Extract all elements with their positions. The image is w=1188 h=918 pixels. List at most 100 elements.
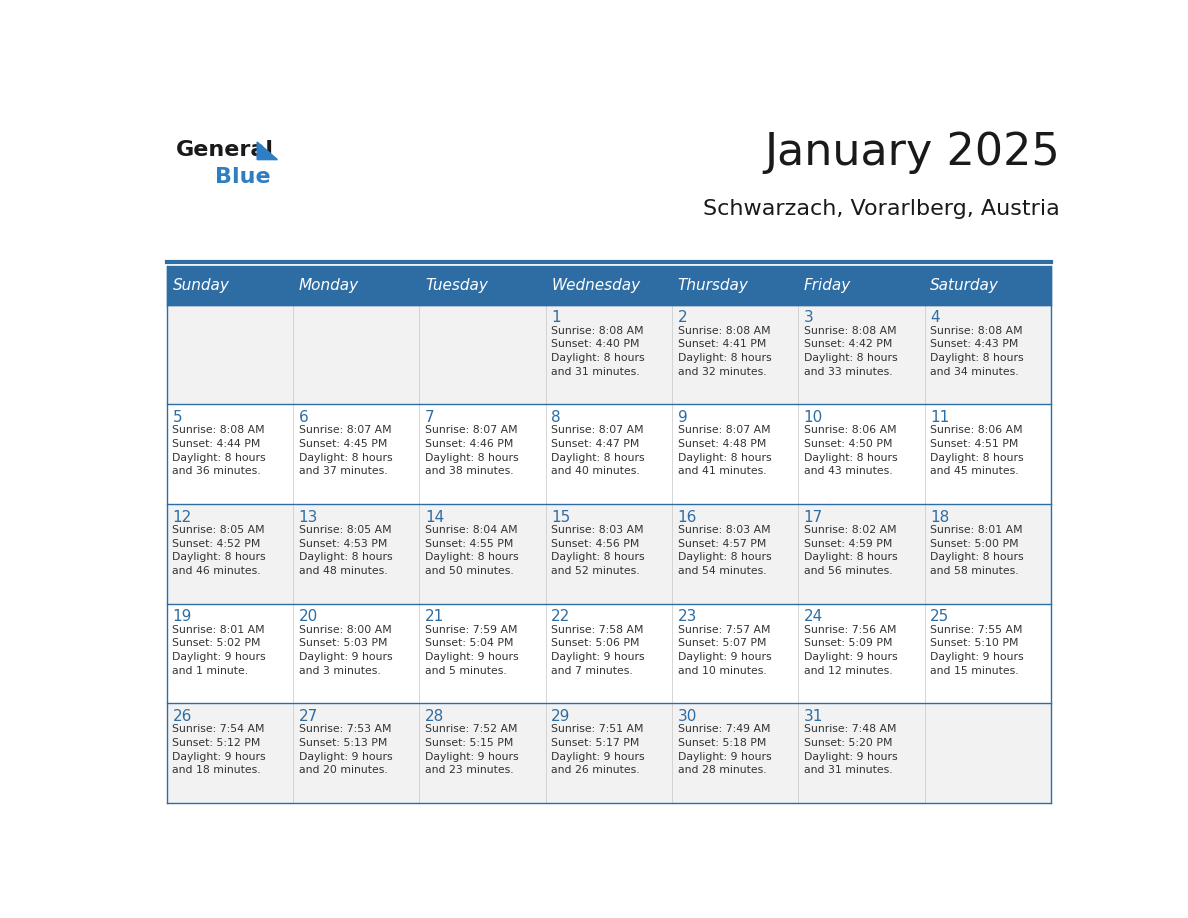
Text: Sunrise: 7:52 AM
Sunset: 5:15 PM
Daylight: 9 hours
and 23 minutes.: Sunrise: 7:52 AM Sunset: 5:15 PM Dayligh… <box>425 724 519 775</box>
Text: Sunrise: 8:07 AM
Sunset: 4:45 PM
Daylight: 8 hours
and 37 minutes.: Sunrise: 8:07 AM Sunset: 4:45 PM Dayligh… <box>298 425 392 476</box>
Text: 13: 13 <box>298 509 318 524</box>
FancyBboxPatch shape <box>672 603 798 703</box>
Text: Sunrise: 7:53 AM
Sunset: 5:13 PM
Daylight: 9 hours
and 20 minutes.: Sunrise: 7:53 AM Sunset: 5:13 PM Dayligh… <box>298 724 392 775</box>
FancyBboxPatch shape <box>293 265 419 305</box>
FancyBboxPatch shape <box>924 603 1051 703</box>
Text: Sunrise: 7:56 AM
Sunset: 5:09 PM
Daylight: 9 hours
and 12 minutes.: Sunrise: 7:56 AM Sunset: 5:09 PM Dayligh… <box>804 625 897 676</box>
Text: Schwarzach, Vorarlberg, Austria: Schwarzach, Vorarlberg, Austria <box>703 198 1060 218</box>
FancyBboxPatch shape <box>798 703 924 803</box>
Text: 26: 26 <box>172 709 191 724</box>
FancyBboxPatch shape <box>419 404 545 504</box>
Text: 29: 29 <box>551 709 570 724</box>
Text: Sunrise: 8:01 AM
Sunset: 5:02 PM
Daylight: 9 hours
and 1 minute.: Sunrise: 8:01 AM Sunset: 5:02 PM Dayligh… <box>172 625 266 676</box>
Text: Sunrise: 7:59 AM
Sunset: 5:04 PM
Daylight: 9 hours
and 5 minutes.: Sunrise: 7:59 AM Sunset: 5:04 PM Dayligh… <box>425 625 519 676</box>
Text: Sunrise: 8:08 AM
Sunset: 4:40 PM
Daylight: 8 hours
and 31 minutes.: Sunrise: 8:08 AM Sunset: 4:40 PM Dayligh… <box>551 326 645 376</box>
Text: 28: 28 <box>425 709 444 724</box>
FancyBboxPatch shape <box>293 703 419 803</box>
Text: Thursday: Thursday <box>677 277 748 293</box>
Text: 18: 18 <box>930 509 949 524</box>
Text: Sunrise: 7:57 AM
Sunset: 5:07 PM
Daylight: 9 hours
and 10 minutes.: Sunrise: 7:57 AM Sunset: 5:07 PM Dayligh… <box>677 625 771 676</box>
FancyBboxPatch shape <box>672 703 798 803</box>
FancyBboxPatch shape <box>545 703 672 803</box>
Text: 5: 5 <box>172 409 182 425</box>
Text: Sunrise: 8:07 AM
Sunset: 4:46 PM
Daylight: 8 hours
and 38 minutes.: Sunrise: 8:07 AM Sunset: 4:46 PM Dayligh… <box>425 425 519 476</box>
Text: 1: 1 <box>551 310 561 325</box>
FancyBboxPatch shape <box>166 265 293 305</box>
FancyBboxPatch shape <box>166 305 293 404</box>
Text: Sunrise: 7:54 AM
Sunset: 5:12 PM
Daylight: 9 hours
and 18 minutes.: Sunrise: 7:54 AM Sunset: 5:12 PM Dayligh… <box>172 724 266 775</box>
FancyBboxPatch shape <box>545 265 672 305</box>
FancyBboxPatch shape <box>924 404 1051 504</box>
FancyBboxPatch shape <box>419 265 545 305</box>
Text: Saturday: Saturday <box>930 277 999 293</box>
Text: Sunrise: 7:51 AM
Sunset: 5:17 PM
Daylight: 9 hours
and 26 minutes.: Sunrise: 7:51 AM Sunset: 5:17 PM Dayligh… <box>551 724 645 775</box>
FancyBboxPatch shape <box>924 703 1051 803</box>
Text: Sunrise: 8:07 AM
Sunset: 4:47 PM
Daylight: 8 hours
and 40 minutes.: Sunrise: 8:07 AM Sunset: 4:47 PM Dayligh… <box>551 425 645 476</box>
FancyBboxPatch shape <box>924 305 1051 404</box>
Text: Sunrise: 8:08 AM
Sunset: 4:44 PM
Daylight: 8 hours
and 36 minutes.: Sunrise: 8:08 AM Sunset: 4:44 PM Dayligh… <box>172 425 266 476</box>
FancyBboxPatch shape <box>293 404 419 504</box>
Text: Sunrise: 8:07 AM
Sunset: 4:48 PM
Daylight: 8 hours
and 41 minutes.: Sunrise: 8:07 AM Sunset: 4:48 PM Dayligh… <box>677 425 771 476</box>
FancyBboxPatch shape <box>672 265 798 305</box>
Text: Sunrise: 7:55 AM
Sunset: 5:10 PM
Daylight: 9 hours
and 15 minutes.: Sunrise: 7:55 AM Sunset: 5:10 PM Dayligh… <box>930 625 1024 676</box>
Text: Sunrise: 8:05 AM
Sunset: 4:52 PM
Daylight: 8 hours
and 46 minutes.: Sunrise: 8:05 AM Sunset: 4:52 PM Dayligh… <box>172 525 266 576</box>
Text: 25: 25 <box>930 610 949 624</box>
FancyBboxPatch shape <box>672 404 798 504</box>
Text: Sunrise: 8:08 AM
Sunset: 4:43 PM
Daylight: 8 hours
and 34 minutes.: Sunrise: 8:08 AM Sunset: 4:43 PM Dayligh… <box>930 326 1024 376</box>
FancyBboxPatch shape <box>924 504 1051 603</box>
Text: 17: 17 <box>804 509 823 524</box>
Text: 24: 24 <box>804 610 823 624</box>
Text: 20: 20 <box>298 610 318 624</box>
Text: Sunrise: 8:04 AM
Sunset: 4:55 PM
Daylight: 8 hours
and 50 minutes.: Sunrise: 8:04 AM Sunset: 4:55 PM Dayligh… <box>425 525 519 576</box>
FancyBboxPatch shape <box>419 603 545 703</box>
FancyBboxPatch shape <box>166 504 293 603</box>
Text: 22: 22 <box>551 610 570 624</box>
Text: Sunrise: 8:08 AM
Sunset: 4:41 PM
Daylight: 8 hours
and 32 minutes.: Sunrise: 8:08 AM Sunset: 4:41 PM Dayligh… <box>677 326 771 376</box>
FancyBboxPatch shape <box>293 504 419 603</box>
FancyBboxPatch shape <box>798 504 924 603</box>
Text: Sunrise: 8:03 AM
Sunset: 4:57 PM
Daylight: 8 hours
and 54 minutes.: Sunrise: 8:03 AM Sunset: 4:57 PM Dayligh… <box>677 525 771 576</box>
Text: General: General <box>176 140 274 160</box>
Text: 23: 23 <box>677 610 697 624</box>
Text: 15: 15 <box>551 509 570 524</box>
Text: Sunrise: 8:00 AM
Sunset: 5:03 PM
Daylight: 9 hours
and 3 minutes.: Sunrise: 8:00 AM Sunset: 5:03 PM Dayligh… <box>298 625 392 676</box>
Text: 8: 8 <box>551 409 561 425</box>
Text: Wednesday: Wednesday <box>551 277 640 293</box>
Text: Tuesday: Tuesday <box>425 277 488 293</box>
Text: 11: 11 <box>930 409 949 425</box>
Text: 10: 10 <box>804 409 823 425</box>
FancyBboxPatch shape <box>545 504 672 603</box>
Text: Sunrise: 8:02 AM
Sunset: 4:59 PM
Daylight: 8 hours
and 56 minutes.: Sunrise: 8:02 AM Sunset: 4:59 PM Dayligh… <box>804 525 897 576</box>
FancyBboxPatch shape <box>672 305 798 404</box>
FancyBboxPatch shape <box>419 504 545 603</box>
Text: Sunrise: 8:06 AM
Sunset: 4:50 PM
Daylight: 8 hours
and 43 minutes.: Sunrise: 8:06 AM Sunset: 4:50 PM Dayligh… <box>804 425 897 476</box>
Text: 2: 2 <box>677 310 687 325</box>
Text: Sunday: Sunday <box>172 277 229 293</box>
Text: 9: 9 <box>677 409 687 425</box>
Text: 31: 31 <box>804 709 823 724</box>
FancyBboxPatch shape <box>293 603 419 703</box>
Text: 16: 16 <box>677 509 697 524</box>
FancyBboxPatch shape <box>545 603 672 703</box>
FancyBboxPatch shape <box>672 504 798 603</box>
Text: Monday: Monday <box>298 277 359 293</box>
Text: Sunrise: 7:58 AM
Sunset: 5:06 PM
Daylight: 9 hours
and 7 minutes.: Sunrise: 7:58 AM Sunset: 5:06 PM Dayligh… <box>551 625 645 676</box>
Text: 3: 3 <box>804 310 814 325</box>
FancyBboxPatch shape <box>798 404 924 504</box>
Text: 7: 7 <box>425 409 435 425</box>
Text: 30: 30 <box>677 709 697 724</box>
FancyBboxPatch shape <box>419 703 545 803</box>
Text: Sunrise: 7:49 AM
Sunset: 5:18 PM
Daylight: 9 hours
and 28 minutes.: Sunrise: 7:49 AM Sunset: 5:18 PM Dayligh… <box>677 724 771 775</box>
Text: 27: 27 <box>298 709 318 724</box>
Text: Sunrise: 8:05 AM
Sunset: 4:53 PM
Daylight: 8 hours
and 48 minutes.: Sunrise: 8:05 AM Sunset: 4:53 PM Dayligh… <box>298 525 392 576</box>
FancyBboxPatch shape <box>798 265 924 305</box>
Text: 21: 21 <box>425 610 444 624</box>
Text: 19: 19 <box>172 610 191 624</box>
Text: 6: 6 <box>298 409 309 425</box>
Text: Sunrise: 8:06 AM
Sunset: 4:51 PM
Daylight: 8 hours
and 45 minutes.: Sunrise: 8:06 AM Sunset: 4:51 PM Dayligh… <box>930 425 1024 476</box>
Text: 12: 12 <box>172 509 191 524</box>
FancyBboxPatch shape <box>545 305 672 404</box>
FancyBboxPatch shape <box>924 265 1051 305</box>
FancyBboxPatch shape <box>545 404 672 504</box>
Text: Sunrise: 8:01 AM
Sunset: 5:00 PM
Daylight: 8 hours
and 58 minutes.: Sunrise: 8:01 AM Sunset: 5:00 PM Dayligh… <box>930 525 1024 576</box>
